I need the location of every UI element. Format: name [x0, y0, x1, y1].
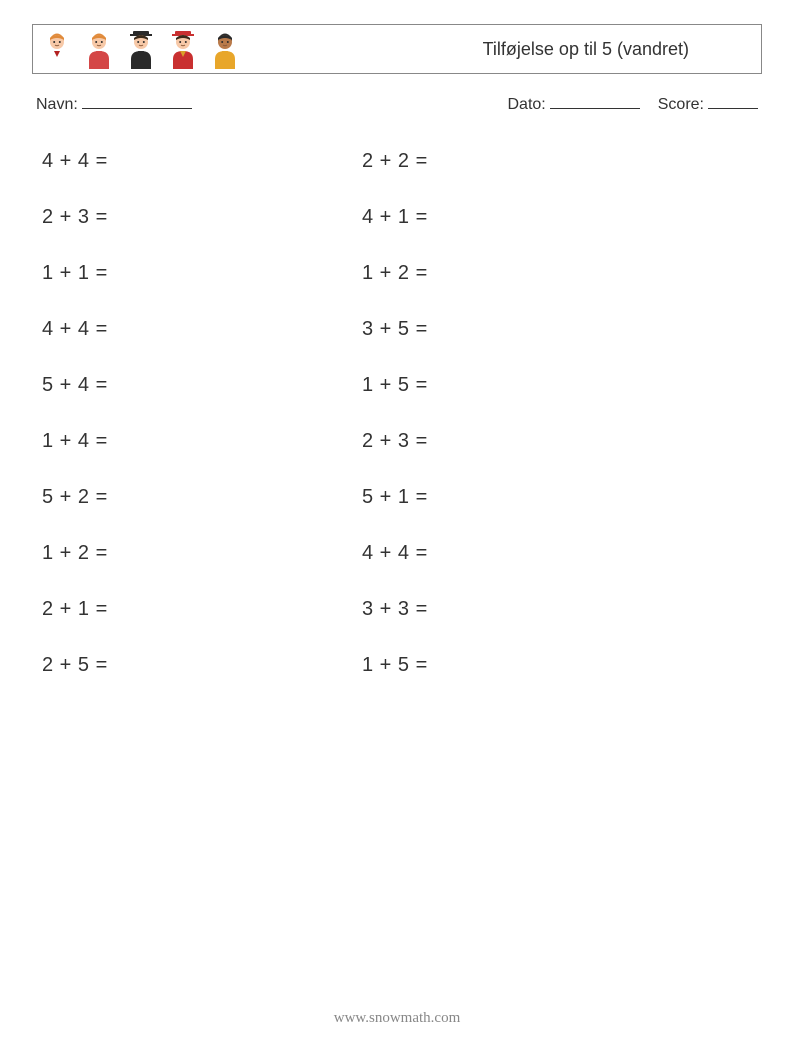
worksheet-title: Tilføjelse op til 5 (vandret)	[483, 39, 749, 60]
problem: 2 + 5 =	[42, 654, 362, 677]
meta-row: Navn: Dato: Score:	[32, 96, 762, 114]
problems-grid: 4 + 4 = 2 + 3 = 1 + 1 = 4 + 4 = 5 + 4 = 1 + 4…	[32, 150, 762, 677]
person-woman-icon	[83, 29, 115, 69]
problem: 1 + 4 =	[42, 430, 362, 453]
person-bellhop-icon	[167, 29, 199, 69]
problem: 1 + 2 =	[362, 262, 682, 285]
problems-column-1: 4 + 4 = 2 + 3 = 1 + 1 = 4 + 4 = 5 + 4 = 1 + 4…	[42, 150, 362, 677]
problem: 2 + 1 =	[42, 598, 362, 621]
footer-url: www.snowmath.com	[0, 1010, 794, 1027]
problem: 1 + 5 =	[362, 374, 682, 397]
problem: 4 + 4 =	[362, 542, 682, 565]
problem: 4 + 4 =	[42, 150, 362, 173]
problem: 3 + 3 =	[362, 598, 682, 621]
score-blank[interactable]	[708, 108, 758, 109]
name-blank[interactable]	[82, 108, 192, 109]
name-field: Navn:	[36, 96, 192, 114]
header-icons	[41, 29, 241, 69]
problem: 5 + 4 =	[42, 374, 362, 397]
problem: 4 + 1 =	[362, 206, 682, 229]
problem: 5 + 1 =	[362, 486, 682, 509]
problem: 3 + 5 =	[362, 318, 682, 341]
problem: 2 + 2 =	[362, 150, 682, 173]
problem: 1 + 5 =	[362, 654, 682, 677]
score-field: Score:	[658, 96, 758, 114]
person-waiter-icon	[41, 29, 73, 69]
name-label: Navn:	[36, 96, 78, 113]
problem: 5 + 2 =	[42, 486, 362, 509]
date-blank[interactable]	[550, 108, 640, 109]
person-graduate-icon	[125, 29, 157, 69]
date-label: Dato:	[508, 96, 546, 113]
worksheet-header: Tilføjelse op til 5 (vandret)	[32, 24, 762, 74]
problem: 2 + 3 =	[42, 206, 362, 229]
problem: 4 + 4 =	[42, 318, 362, 341]
problem: 2 + 3 =	[362, 430, 682, 453]
problems-column-2: 2 + 2 = 4 + 1 = 1 + 2 = 3 + 5 = 1 + 5 = 2 + 3…	[362, 150, 682, 677]
date-field: Dato:	[508, 96, 640, 114]
score-label: Score:	[658, 96, 704, 113]
problem: 1 + 1 =	[42, 262, 362, 285]
problem: 1 + 2 =	[42, 542, 362, 565]
person-casual-icon	[209, 29, 241, 69]
